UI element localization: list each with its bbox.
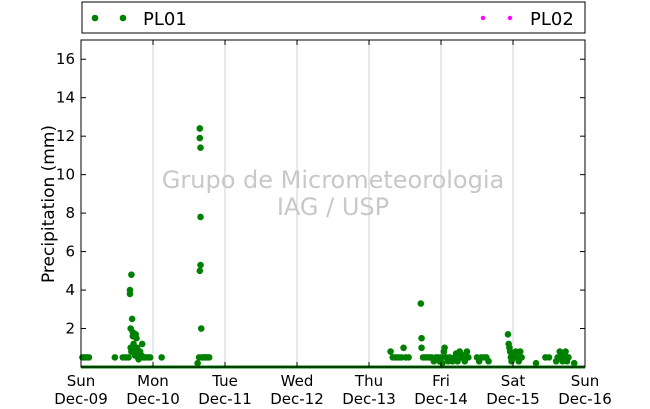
data-point-pl01 bbox=[570, 359, 578, 367]
data-point-pl01 bbox=[196, 134, 204, 142]
data-point-pl01 bbox=[126, 290, 134, 298]
data-point-pl01 bbox=[485, 357, 492, 365]
data-point-pl01 bbox=[196, 125, 204, 132]
watermark: Grupo de Micrometeorologia IAG / USP bbox=[162, 166, 504, 221]
y-tick-label: 12 bbox=[56, 127, 75, 145]
x-tick-label-day: Fri bbox=[432, 372, 450, 390]
x-tick-label-date: Dec-09 bbox=[54, 390, 108, 408]
legend-marker-pl02 bbox=[480, 15, 486, 21]
data-point-pl01 bbox=[205, 354, 213, 361]
y-axis: 2 4 6 8 10 12 14 16 bbox=[56, 50, 585, 338]
data-point-pl01 bbox=[85, 354, 93, 361]
data-point-pl01 bbox=[518, 354, 525, 361]
data-point-pl01 bbox=[405, 354, 412, 361]
data-point-pl01 bbox=[128, 315, 136, 323]
x-tick-label-day: Wed bbox=[281, 372, 314, 390]
x-tick-label-day: Sun bbox=[67, 372, 96, 390]
y-tick-label: 14 bbox=[56, 89, 75, 107]
x-tick-label-day: Mon bbox=[137, 372, 169, 390]
x-tick-label-day: Sun bbox=[571, 372, 600, 390]
data-point-pl01 bbox=[197, 213, 204, 221]
legend-marker-pl01 bbox=[119, 14, 127, 22]
data-point-pl01 bbox=[516, 348, 524, 355]
data-point-pl01 bbox=[417, 300, 425, 307]
data-point-pl01 bbox=[133, 334, 140, 342]
plot-area: Grupo de Micrometeorologia IAG / USP 2 4 6… bbox=[54, 39, 612, 408]
data-point-pl01 bbox=[545, 354, 553, 361]
data-point-pl01 bbox=[197, 144, 204, 152]
data-point-pl01 bbox=[562, 348, 569, 355]
data-point-pl01 bbox=[197, 261, 204, 269]
y-tick-label: 16 bbox=[56, 50, 75, 68]
data-point-pl01 bbox=[125, 354, 132, 361]
x-axis: SunDec-09MonDec-10TueDec-11WedDec-12ThuD… bbox=[54, 40, 612, 408]
data-point-pl01 bbox=[465, 354, 472, 361]
x-tick-label-date: Dec-11 bbox=[198, 390, 252, 408]
grid-lines bbox=[152, 40, 514, 367]
x-tick-label-date: Dec-10 bbox=[126, 390, 180, 408]
data-point-pl01 bbox=[128, 271, 135, 278]
data-point-pl01 bbox=[565, 354, 572, 361]
data-point-pl01 bbox=[400, 344, 407, 352]
data-point-pl01 bbox=[439, 359, 446, 367]
data-point-pl01 bbox=[437, 354, 445, 361]
data-point-pl01 bbox=[387, 348, 394, 355]
x-tick-label-day: Thu bbox=[354, 372, 383, 390]
y-tick-label: 2 bbox=[65, 320, 75, 338]
x-tick-label-date: Dec-12 bbox=[270, 390, 324, 408]
data-point-pl01 bbox=[146, 354, 154, 361]
data-point-pl01 bbox=[532, 359, 540, 367]
data-point-pl01 bbox=[158, 354, 165, 361]
data-point-pl01 bbox=[196, 267, 204, 275]
data-point-pl01 bbox=[138, 340, 146, 348]
legend-marker-pl02 bbox=[507, 15, 513, 21]
legend-label-pl01: PL01 bbox=[143, 9, 187, 30]
x-tick-label-date: Dec-14 bbox=[414, 390, 468, 408]
data-point-pl01 bbox=[504, 331, 512, 338]
y-tick-label: 10 bbox=[56, 166, 75, 184]
x-tick-label-date: Dec-13 bbox=[342, 390, 396, 408]
x-tick-label-date: Dec-16 bbox=[558, 390, 612, 408]
legend-box bbox=[81, 1, 586, 34]
data-points bbox=[79, 125, 578, 367]
x-tick-label-date: Dec-15 bbox=[486, 390, 540, 408]
data-point-pl01 bbox=[556, 348, 564, 355]
plot-frame bbox=[80, 39, 586, 368]
data-point-pl01 bbox=[463, 348, 471, 355]
data-point-pl01 bbox=[418, 334, 425, 342]
y-tick-label: 6 bbox=[65, 243, 75, 261]
data-point-pl01 bbox=[194, 359, 201, 367]
legend-marker-pl01 bbox=[91, 14, 99, 22]
y-tick-label: 8 bbox=[65, 204, 75, 222]
x-tick-label-day: Sat bbox=[501, 372, 526, 390]
watermark-line-2: IAG / USP bbox=[277, 193, 389, 221]
legend: PL01 PL02 bbox=[81, 1, 586, 34]
y-tick-label: 4 bbox=[65, 281, 75, 299]
data-point-pl01 bbox=[418, 344, 425, 352]
data-point-pl01 bbox=[441, 344, 448, 352]
watermark-line-1: Grupo de Micrometeorologia bbox=[162, 166, 504, 194]
data-point-pl01 bbox=[111, 354, 119, 361]
data-point-pl01 bbox=[197, 325, 205, 332]
legend-label-pl02: PL02 bbox=[530, 9, 574, 30]
x-tick-label-day: Tue bbox=[211, 372, 238, 390]
y-axis-label: Precipitation (mm) bbox=[39, 125, 59, 283]
